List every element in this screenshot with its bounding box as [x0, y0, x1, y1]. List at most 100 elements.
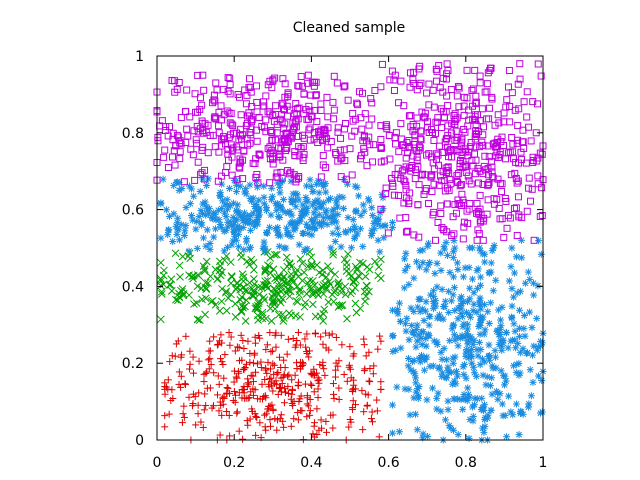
data-point-square [323, 93, 331, 101]
data-point-plus [360, 408, 368, 416]
data-point-asterisk [505, 277, 513, 285]
data-point-plus [277, 331, 285, 339]
data-point-plus [269, 387, 277, 395]
data-point-asterisk [223, 201, 231, 209]
data-point-asterisk [425, 321, 433, 329]
data-point-plus [161, 379, 169, 387]
data-point-plus [221, 351, 229, 359]
data-point-plus [249, 359, 257, 367]
data-point-asterisk [433, 341, 441, 349]
data-point-asterisk [413, 337, 421, 345]
data-point-asterisk [169, 238, 177, 246]
data-point-square [500, 109, 508, 117]
data-point-asterisk [465, 434, 473, 442]
data-point-cross [255, 290, 264, 299]
data-point-asterisk [252, 205, 260, 213]
data-point-square [474, 226, 482, 234]
data-point-plus [314, 385, 322, 393]
data-point-cross [165, 281, 174, 289]
data-point-plus [213, 341, 221, 349]
data-point-square [290, 171, 298, 179]
data-point-plus [360, 335, 368, 343]
data-point-asterisk [444, 397, 452, 405]
data-point-asterisk [302, 194, 310, 202]
data-point-plus [250, 351, 258, 359]
data-point-plus [303, 330, 311, 338]
data-point-asterisk [307, 182, 315, 190]
data-point-asterisk [165, 212, 173, 220]
data-point-cross [302, 290, 311, 298]
data-point-asterisk [498, 303, 506, 311]
data-point-cross [157, 275, 165, 283]
data-point-plus [311, 433, 319, 441]
data-point-square [334, 128, 342, 136]
data-point-asterisk [388, 219, 396, 227]
data-point-asterisk [457, 302, 465, 310]
data-point-cross [157, 281, 165, 290]
data-point-plus [186, 360, 194, 368]
data-point-asterisk [474, 265, 482, 273]
data-point-plus [308, 381, 316, 389]
data-point-plus [262, 410, 270, 418]
data-point-cross [305, 276, 314, 285]
data-point-asterisk [267, 211, 275, 219]
data-point-asterisk [464, 320, 472, 328]
data-point-asterisk [255, 196, 263, 204]
data-point-plus [180, 413, 188, 421]
data-point-cross [293, 266, 302, 274]
data-point-cross [259, 293, 268, 302]
data-point-plus [368, 408, 376, 416]
data-point-plus [189, 400, 197, 408]
data-point-plus [165, 410, 173, 418]
data-point-asterisk [515, 306, 523, 314]
data-point-plus [317, 333, 325, 341]
data-point-asterisk [236, 212, 244, 220]
data-point-cross [298, 259, 307, 268]
data-point-cross [226, 258, 235, 267]
data-point-square [472, 156, 480, 164]
data-point-square [397, 77, 405, 85]
data-point-square [161, 146, 169, 154]
data-point-asterisk [332, 199, 340, 207]
data-point-asterisk [487, 406, 495, 414]
data-point-plus [349, 405, 357, 413]
data-point-square [491, 121, 499, 129]
data-point-cross [222, 287, 231, 296]
data-point-square [406, 83, 414, 91]
data-point-asterisk [368, 226, 376, 234]
data-point-plus [280, 423, 288, 431]
data-point-asterisk [253, 218, 261, 226]
data-point-square [413, 114, 421, 122]
data-point-asterisk [468, 275, 476, 283]
data-point-square [226, 81, 234, 89]
data-point-asterisk [369, 211, 377, 219]
data-point-square [337, 155, 345, 163]
data-point-cross [194, 271, 203, 280]
data-point-plus [362, 390, 370, 398]
data-point-cross [258, 314, 267, 323]
data-point-asterisk [464, 333, 472, 341]
data-point-plus [267, 422, 275, 430]
data-point-cross [287, 311, 296, 320]
data-point-asterisk [283, 224, 291, 232]
data-point-asterisk [430, 299, 438, 307]
data-point-asterisk [484, 414, 492, 422]
data-point-asterisk [326, 214, 334, 222]
data-point-asterisk [533, 346, 541, 354]
data-point-square [237, 111, 245, 119]
data-point-asterisk [451, 336, 459, 344]
data-point-plus [235, 344, 243, 352]
data-point-plus [219, 361, 227, 369]
y-tick-label: 1 [135, 49, 144, 65]
data-point-asterisk [203, 181, 211, 189]
data-point-asterisk [408, 321, 416, 329]
data-point-plus [204, 356, 212, 364]
data-point-plus [226, 389, 234, 397]
data-point-asterisk [510, 320, 518, 328]
data-point-square [437, 202, 445, 210]
data-point-asterisk [393, 383, 401, 391]
data-point-asterisk [450, 331, 458, 339]
data-point-cross [273, 273, 282, 281]
data-point-square [414, 201, 422, 209]
data-point-square [453, 92, 461, 100]
